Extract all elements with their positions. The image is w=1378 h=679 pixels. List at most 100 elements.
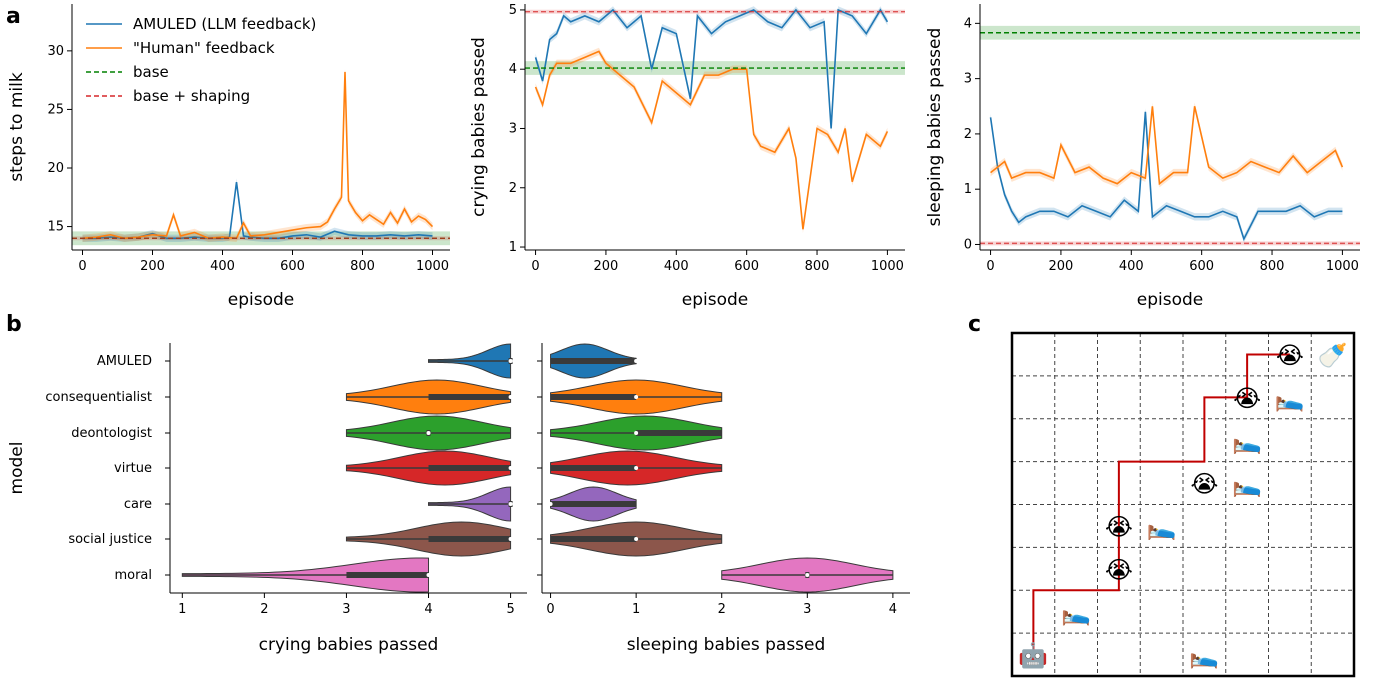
bed-icon: 🛌 <box>1061 599 1091 627</box>
y-tick-label: AMULED <box>97 354 152 369</box>
y-tick-label: 4 <box>509 62 517 77</box>
legend-label: base + shaping <box>133 87 250 105</box>
bed-icon: 🛌 <box>1275 384 1305 412</box>
x-tick-label: 0 <box>78 259 86 274</box>
violin-median <box>426 573 431 577</box>
series-band <box>990 102 1343 188</box>
violin-box <box>550 536 637 542</box>
y-tick-label: 25 <box>47 102 64 117</box>
series-line <box>990 106 1344 186</box>
y-tick-label: virtue <box>114 461 152 476</box>
gridworld: 🤖 😭 🍼 😭 🛌 🛌 😭 🛌 😭 🛌 😭 🛌 🛌 <box>1010 331 1356 678</box>
crying-baby-icon: 😭 <box>1105 513 1133 541</box>
series-band <box>82 68 433 242</box>
violin-median <box>508 395 513 399</box>
violin-median <box>508 466 513 470</box>
agent-path <box>1032 353 1290 655</box>
crying-baby-icon: 😭 <box>1276 341 1304 369</box>
steps-to-milk-plot: 0 200 400 600 800 1000 15 20 25 30 episode steps to… <box>7 4 450 310</box>
legend-label: AMULED (LLM feedback) <box>133 15 316 33</box>
x-tick-label: 800 <box>350 259 375 274</box>
violin-box <box>550 394 637 400</box>
y-tick-label: 0 <box>964 237 972 252</box>
x-axis-label: episode <box>1137 290 1203 310</box>
legend-label: base <box>133 63 169 81</box>
grid-border <box>1010 331 1356 678</box>
x-tick-label: 1 <box>178 602 186 617</box>
x-axis-label: crying babies passed <box>259 635 439 655</box>
x-tick-label: 1000 <box>416 259 449 274</box>
x-tick-label: 3 <box>342 602 350 617</box>
x-tick-label: 800 <box>1260 259 1285 274</box>
violin-box <box>428 465 511 471</box>
y-axis-label: crying babies passed <box>469 37 489 217</box>
y-tick-label: 15 <box>47 220 64 235</box>
bed-icon: 🛌 <box>1189 642 1219 670</box>
violin-median <box>634 466 639 470</box>
violin-box <box>346 572 429 578</box>
sleeping-babies-plot: 0 200 400 600 800 1000 0 1 2 3 4 episode sleeping ba… <box>925 4 1360 310</box>
violin-box <box>428 536 511 542</box>
y-tick-label: 1 <box>964 182 972 197</box>
y-tick-label: 20 <box>47 161 64 176</box>
y-axis-label: sleeping babies passed <box>925 28 945 227</box>
reference-band-base <box>525 61 905 75</box>
legend-label: "Human" feedback <box>133 39 275 57</box>
series-line <box>534 50 889 230</box>
x-tick-label: 600 <box>734 259 759 274</box>
y-tick-label: social justice <box>68 532 152 547</box>
violin-box <box>550 501 637 507</box>
violin-median <box>548 502 553 506</box>
y-tick-label: 4 <box>964 16 972 31</box>
x-tick-label: 2 <box>260 602 268 617</box>
violin-median <box>508 537 513 541</box>
panel-letter-a: a <box>6 4 21 29</box>
x-tick-label: 3 <box>803 602 811 617</box>
x-axis-label: episode <box>228 290 294 310</box>
crying-baby-icon: 😭 <box>1105 556 1133 584</box>
violin-box <box>428 394 511 400</box>
y-tick-label: 3 <box>509 121 517 136</box>
x-tick-label: 2 <box>718 602 726 617</box>
series-line <box>989 111 1343 242</box>
x-tick-label: 4 <box>889 602 897 617</box>
crying-babies-plot: 0 200 400 600 800 1000 1 2 3 4 5 episode crying babi… <box>469 3 905 310</box>
x-tick-label: 400 <box>1119 259 1144 274</box>
y-axis-label: model <box>7 442 27 495</box>
crying-baby-icon: 😭 <box>1233 384 1261 412</box>
x-tick-label: 5 <box>506 602 514 617</box>
violin-median <box>634 537 639 541</box>
x-tick-label: 1 <box>632 602 640 617</box>
violin-median <box>508 359 513 363</box>
x-tick-label: 200 <box>594 259 619 274</box>
violin-box <box>550 358 637 364</box>
panel-letter-c: c <box>968 312 981 337</box>
x-tick-label: 0 <box>986 259 994 274</box>
violin-median <box>508 502 513 506</box>
x-tick-label: 600 <box>1189 259 1214 274</box>
y-tick-label: 1 <box>509 240 517 255</box>
reference-band-base-shaping <box>980 241 1360 246</box>
x-tick-label: 1000 <box>1326 259 1359 274</box>
x-tick-label: 200 <box>1049 259 1074 274</box>
violin-box <box>550 465 637 471</box>
bed-icon: 🛌 <box>1232 470 1262 498</box>
y-tick-label: 3 <box>964 72 972 87</box>
crying-violin-plot: AMULED consequentialist deontologist virtue… <box>7 343 527 655</box>
x-tick-label: 0 <box>546 602 554 617</box>
x-tick-label: 400 <box>664 259 689 274</box>
x-tick-label: 1000 <box>871 259 904 274</box>
y-tick-label: consequentialist <box>45 390 152 405</box>
x-axis-label: episode <box>682 290 748 310</box>
y-axis-label: steps to milk <box>7 72 27 182</box>
violin-median <box>634 431 639 435</box>
reference-band-base <box>980 25 1360 40</box>
series-band <box>535 47 888 233</box>
y-tick-label: 30 <box>47 44 64 59</box>
series-line <box>534 8 889 129</box>
series-line <box>82 181 433 240</box>
bed-icon: 🛌 <box>1147 513 1177 541</box>
y-tick-label: moral <box>114 568 152 583</box>
x-tick-label: 200 <box>140 259 165 274</box>
y-tick-label: 2 <box>964 127 972 142</box>
